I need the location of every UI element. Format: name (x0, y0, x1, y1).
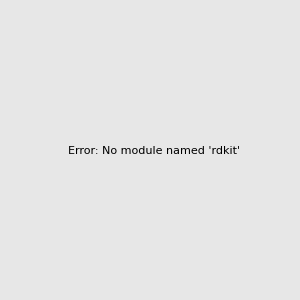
Text: Error: No module named 'rdkit': Error: No module named 'rdkit' (68, 146, 240, 157)
